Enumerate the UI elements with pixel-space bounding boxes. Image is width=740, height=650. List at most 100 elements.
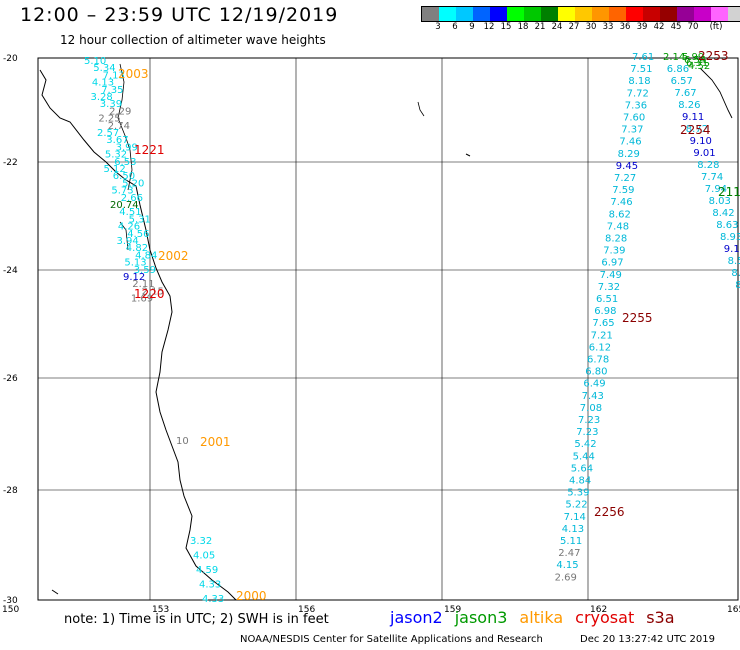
scale-label: 21 (534, 22, 546, 32)
track-value: 6.86 (667, 64, 689, 75)
footer-note: note: 1) Time is in UTC; 2) SWH is in fe… (64, 612, 329, 627)
track-value: 3.39 (100, 99, 122, 110)
lon-label: 153 (152, 605, 169, 615)
track-value: 2.29 (109, 106, 131, 117)
track-value: 1.69 (131, 294, 153, 305)
scale-label: 27 (568, 22, 580, 32)
lat-label: -30 (3, 596, 18, 606)
track-value: 7.13 (103, 70, 125, 81)
track-value: 4.52 (688, 61, 710, 72)
scale-swatch (677, 7, 694, 21)
track-value: 8.26 (678, 100, 700, 111)
track-value: 4.51 (119, 207, 141, 218)
scale-swatch (490, 7, 507, 21)
track-value: 3.59 (134, 265, 156, 276)
scale-swatch (626, 7, 643, 21)
scale-swatch (524, 7, 541, 21)
track-value: 7.23 (578, 415, 600, 426)
track-value: 5.10 (84, 56, 106, 67)
track-value: 6.49 (583, 379, 605, 390)
track-value: 7.08 (580, 403, 602, 414)
track-value: 7.61 (632, 52, 654, 63)
pass-id-label: 1220 (134, 287, 165, 301)
track-value: 5.39 (567, 488, 589, 499)
track-value: 2.47 (558, 548, 580, 559)
track-value: 8 (735, 280, 740, 291)
pass-id-label: 2002 (158, 249, 189, 263)
track-value: 4.13 (92, 78, 114, 89)
scale-swatch (575, 7, 592, 21)
scale-label: 33 (602, 22, 614, 32)
track-value: 8.4 (731, 268, 740, 279)
scale-swatch (643, 7, 660, 21)
coastline-path (39, 69, 237, 601)
legend-item: jason2 (390, 608, 443, 627)
track-value: 8.28 (605, 234, 627, 245)
track-value: 4.26 (118, 222, 140, 233)
track-value: 4.84 (135, 250, 157, 261)
track-value: 8.18 (628, 76, 650, 87)
pass-id-label: 1221 (134, 143, 165, 157)
track-value: 2.66 (121, 193, 143, 204)
island-path (51, 589, 59, 595)
track-value: 3.99 (116, 142, 138, 153)
track-value: 4.59 (196, 565, 218, 576)
island-path (117, 63, 133, 191)
page-subtitle: 12 hour collection of altimeter wave hei… (60, 33, 326, 47)
pass-id-label: 2253 (698, 49, 729, 63)
track-value: 20.74 (110, 200, 139, 211)
track-value: 7.36 (625, 100, 647, 111)
track-value: 2.74 (108, 121, 130, 132)
track-value: 7.74 (701, 172, 723, 183)
track-value: 2.11 (132, 279, 154, 290)
lon-label: 165 (727, 605, 740, 615)
track-value: 7.46 (619, 137, 641, 148)
track-value: 7.32 (598, 282, 620, 293)
track-value: 5.12 (104, 164, 126, 175)
track-value: 7.60 (623, 113, 645, 124)
legend-item: jason3 (454, 608, 508, 627)
legend-item: s3a (646, 608, 675, 627)
track-value: 2.57 (97, 128, 119, 139)
track-value: 7.37 (621, 125, 643, 136)
track-value: 3.32 (190, 536, 212, 547)
track-value: 9.12 (123, 272, 145, 283)
scale-label: 24 (551, 22, 563, 32)
track-value: 6.54 (684, 55, 706, 66)
scale-label: 36 (619, 22, 631, 32)
track-value: 7.51 (630, 64, 652, 75)
track-value: 3.28 (91, 92, 113, 103)
scale-swatch (728, 7, 740, 21)
track-value: 5.73 (111, 186, 133, 197)
track-value: 5.20 (122, 178, 144, 189)
scale-swatch (473, 7, 490, 21)
track-value: 9.01 (693, 148, 715, 159)
scale-swatch (592, 7, 609, 21)
track-value: 4.05 (193, 551, 215, 562)
track-value: 6.50 (113, 171, 135, 182)
track-value: 6.97 (601, 258, 623, 269)
track-value: 7.59 (612, 185, 634, 196)
scale-label: 39 (636, 22, 648, 32)
lat-label: -20 (3, 54, 18, 64)
track-value: 5.22 (565, 500, 587, 511)
scale-swatch (422, 7, 439, 21)
scale-label: 18 (517, 22, 529, 32)
legend-item: cryosat (575, 608, 635, 627)
grid-lines (38, 58, 738, 600)
track-value: 7.46 (610, 197, 632, 208)
track-value: 6.12 (589, 342, 611, 353)
scale-label: 42 (653, 22, 665, 32)
track-value: 8.93 (720, 232, 740, 243)
track-value: 8.28 (697, 160, 719, 171)
scale-label: 45 (670, 22, 682, 32)
track-value: 8.03 (709, 196, 731, 207)
coastline (39, 63, 733, 601)
track-value: 4.82 (126, 243, 148, 254)
color-scale (421, 6, 740, 22)
track-value: 7.72 (627, 88, 649, 99)
track-value: 3.94 (117, 236, 139, 247)
lon-label: 150 (2, 605, 19, 615)
pass-id-label: 2001 (200, 435, 231, 449)
scale-label: 30 (585, 22, 597, 32)
